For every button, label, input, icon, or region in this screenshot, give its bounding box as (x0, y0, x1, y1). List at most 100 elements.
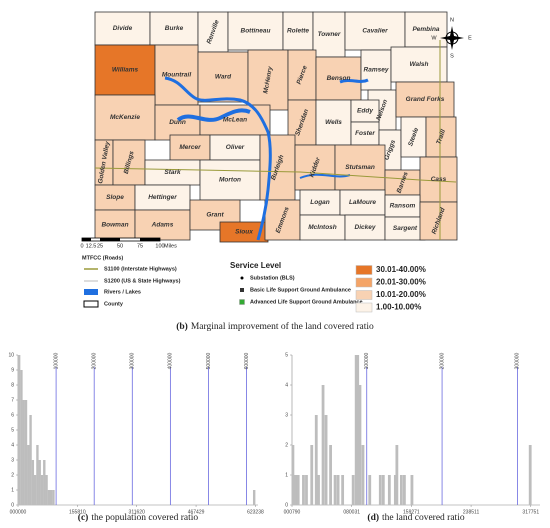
county-label: Oliver (226, 144, 245, 151)
river (164, 76, 272, 241)
county (264, 199, 301, 241)
reference-label: 500000 (206, 352, 212, 369)
map: Divide Burke Renville Bottineau Rolette Towne… (94, 11, 458, 243)
county-label: Stutsman (345, 164, 375, 171)
county-label: Ward (215, 74, 232, 81)
caption: (b) Marginal improvement of the land cove… (176, 321, 374, 332)
county (247, 49, 289, 111)
county-label: McLean (223, 117, 247, 124)
bar (341, 475, 345, 505)
legend-swatch (239, 299, 245, 305)
bar (387, 475, 391, 505)
bar (294, 475, 298, 505)
county-label: Bottineau (241, 28, 271, 35)
bar (43, 460, 46, 505)
legend-label: 10.01-20.00% (376, 290, 426, 299)
county-label: Traill (435, 128, 447, 145)
legend-label: 30.01-40.00% (376, 265, 426, 274)
river (299, 173, 351, 179)
compass-label: S (450, 53, 454, 59)
caption-text: the land covered ratio (382, 513, 465, 523)
legend-label: Basic Life Support Ground Ambulance (250, 287, 351, 293)
caption: (c) the population covered ratio (78, 512, 199, 523)
county-label: Divide (113, 25, 133, 32)
county-label: Ramsey (364, 67, 389, 74)
bar (378, 475, 382, 505)
bar (358, 385, 362, 505)
county-label: Adams (151, 222, 174, 229)
county-label: Sargent (393, 225, 418, 232)
compass: N S E W (431, 17, 472, 59)
caption: (d) the land covered ratio (367, 512, 464, 523)
bar (310, 445, 314, 505)
county-label: Mountrail (162, 72, 191, 79)
county-label: Dunn (169, 119, 186, 126)
x-tick-label: 080031 (343, 509, 360, 515)
bar (528, 445, 532, 505)
scale-unit: Miles (164, 243, 177, 249)
bar (399, 475, 403, 505)
county-label: Walsh (409, 61, 428, 68)
legend-label: Advanced Life Support Ground Ambulance (250, 299, 363, 305)
county (419, 156, 458, 203)
county (209, 134, 261, 161)
county-label: Pembina (412, 26, 439, 33)
y-tick-label: 7 (11, 397, 14, 403)
lake (176, 108, 251, 122)
bar (324, 415, 328, 505)
legend-label: Substation (BLS) (250, 275, 295, 281)
compass-label: E (468, 35, 472, 41)
y-tick-label: 0 (285, 502, 288, 508)
scale-bar (100, 238, 120, 241)
y-tick-label: 9 (11, 367, 14, 373)
bar (29, 415, 32, 505)
bar (49, 490, 53, 505)
county-label: Slope (106, 194, 124, 201)
reference-label: 100000 (364, 352, 370, 369)
bar (20, 370, 23, 505)
compass-label: W (431, 35, 437, 41)
compass-label: N (450, 17, 454, 23)
y-tick-label: 10 (8, 352, 14, 358)
y-tick-label: 0 (11, 502, 14, 508)
county (134, 184, 191, 211)
county-label: LaMoure (349, 199, 376, 206)
y-tick-label: 4 (11, 442, 14, 448)
bar (393, 475, 397, 505)
scale-label: 12.5 (86, 243, 97, 249)
county (149, 11, 199, 46)
county (94, 94, 156, 141)
legend-label: 20.01-30.00% (376, 278, 426, 287)
county-label: Grand Forks (406, 96, 445, 103)
legend-label: 1.00-10.00% (376, 303, 421, 312)
legend-swatch (355, 290, 373, 300)
legend-swatch (240, 276, 244, 280)
county-label: Logan (310, 199, 330, 206)
bar (329, 445, 332, 505)
county (94, 184, 136, 211)
county-label: McIntosh (308, 224, 337, 231)
county (94, 11, 151, 46)
reference-label: 300000 (515, 352, 521, 369)
county (344, 214, 386, 241)
bar (293, 475, 296, 505)
bar (410, 475, 414, 505)
county (400, 116, 427, 158)
legend-title: Service Level (230, 261, 281, 270)
county (419, 201, 458, 241)
y-tick-label: 3 (285, 412, 288, 418)
legend-label: County (104, 301, 124, 307)
x-tick-label: 467429 (188, 509, 205, 515)
county-label: Bowman (101, 222, 128, 229)
y-tick-label: 2 (285, 442, 288, 448)
bar (27, 445, 30, 505)
bar (47, 490, 51, 505)
county-label: McKenzie (110, 114, 140, 121)
legend-swatch (83, 300, 99, 308)
reference-label: 200000 (439, 352, 445, 369)
scale-label: 50 (117, 243, 123, 249)
county-label: Stark (164, 169, 181, 176)
county-label: Cavalier (362, 28, 388, 35)
county-label: Burke (165, 25, 184, 32)
bar (333, 475, 337, 505)
